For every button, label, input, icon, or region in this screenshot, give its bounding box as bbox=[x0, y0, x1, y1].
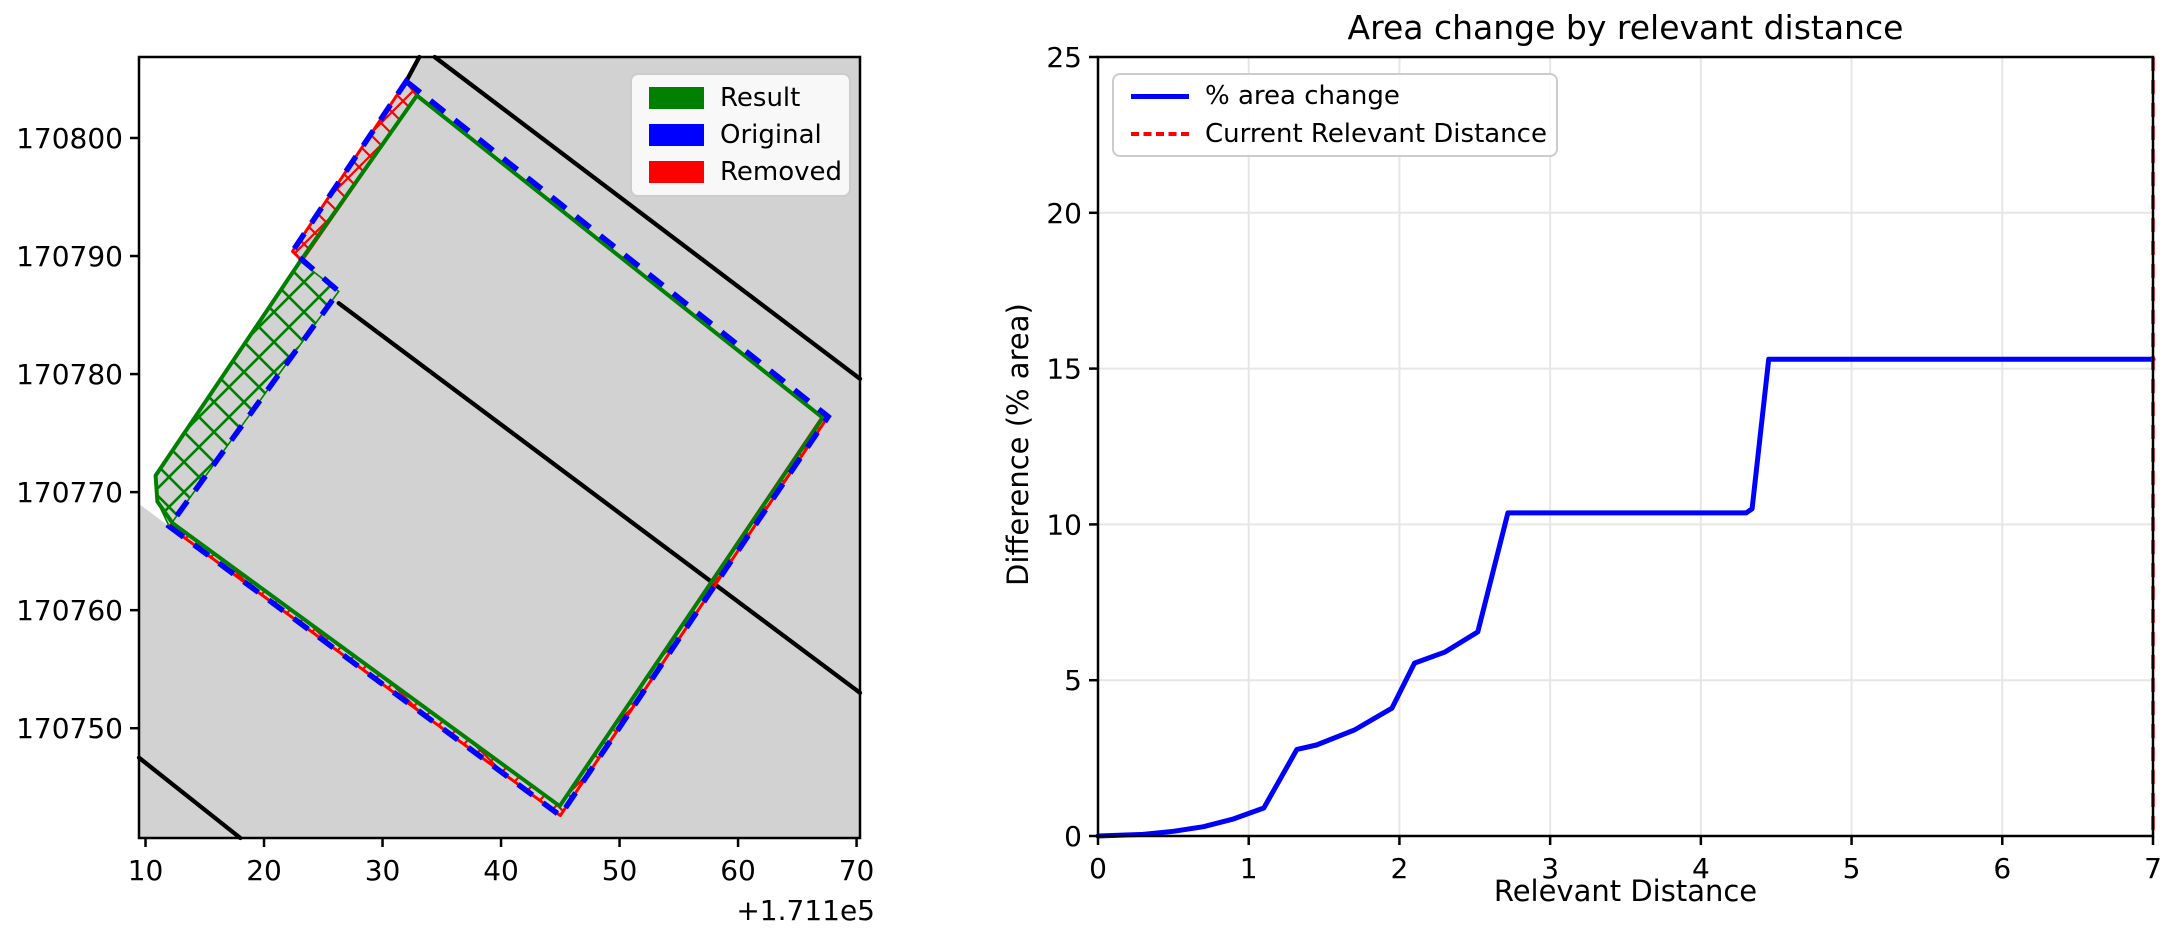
legend-item-current-distance: Current Relevant Distance bbox=[1114, 119, 1556, 149]
parcel-boundary-line bbox=[432, 54, 863, 381]
x-tick-label: 3 bbox=[1541, 852, 1559, 885]
legend-label: Original bbox=[720, 119, 822, 150]
result-color-swatch bbox=[649, 86, 704, 109]
y-tick-label: 170800 bbox=[16, 122, 123, 155]
y-axis-label: Difference (% area) bbox=[1001, 303, 1035, 586]
dashed-line-sample-icon bbox=[1131, 132, 1189, 136]
y-tick-label: 170780 bbox=[16, 358, 123, 391]
y-tick-label: 20 bbox=[1046, 197, 1082, 230]
x-tick-label: 2 bbox=[1391, 852, 1409, 885]
original-color-swatch bbox=[649, 123, 704, 146]
y-tick-label: 25 bbox=[1046, 41, 1082, 74]
x-tick-label: 1 bbox=[1240, 852, 1258, 885]
x-tick-label: 5 bbox=[1843, 852, 1861, 885]
y-tick-label: 15 bbox=[1046, 353, 1082, 386]
chart-title: Area change by relevant distance bbox=[1347, 8, 1904, 47]
chart-legend: % area change Current Relevant Distance bbox=[1112, 73, 1558, 157]
parcel-boundary-line bbox=[136, 755, 243, 841]
x-tick-label: 4 bbox=[1692, 852, 1710, 885]
x-tick-label: 7 bbox=[2144, 852, 2162, 885]
x-tick-label: 60 bbox=[720, 854, 756, 887]
legend-label: Current Relevant Distance bbox=[1205, 119, 1547, 149]
legend-label: Removed bbox=[720, 157, 843, 188]
x-axis-offset-text: +1.711e5 bbox=[736, 894, 875, 927]
x-tick-label: 30 bbox=[365, 854, 401, 887]
axes-frame bbox=[137, 55, 862, 840]
parcel-boundary-line bbox=[404, 54, 422, 84]
removed-color-swatch bbox=[649, 161, 704, 184]
x-tick-label: 50 bbox=[602, 854, 638, 887]
y-tick-label: 170750 bbox=[16, 712, 123, 745]
x-tick-label: 70 bbox=[839, 854, 875, 887]
x-tick-label: 10 bbox=[128, 854, 164, 887]
x-axis-label: Relevant Distance bbox=[1493, 874, 1758, 908]
y-tick-label: 5 bbox=[1064, 664, 1082, 697]
y-tick-label: 170760 bbox=[16, 594, 123, 627]
y-tick-label: 10 bbox=[1046, 508, 1082, 541]
original-polygon bbox=[165, 77, 832, 820]
axes-frame bbox=[1096, 55, 2155, 838]
x-tick-label: 6 bbox=[1993, 852, 2011, 885]
legend-item-area-change: % area change bbox=[1114, 81, 1556, 111]
legend-item-original: Original bbox=[632, 120, 849, 150]
y-tick-label: 170770 bbox=[16, 476, 123, 509]
map-legend: Result Original Removed bbox=[630, 73, 851, 197]
legend-item-result: Result bbox=[632, 83, 849, 113]
area-change-line bbox=[1095, 356, 2156, 839]
legend-label: % area change bbox=[1205, 81, 1400, 111]
x-tick-label: 40 bbox=[483, 854, 519, 887]
line-sample-icon bbox=[1131, 93, 1189, 99]
x-tick-label: 0 bbox=[1089, 852, 1107, 885]
legend-label: Result bbox=[720, 82, 801, 113]
parcel-boundary-line bbox=[336, 301, 863, 695]
legend-item-removed: Removed bbox=[632, 157, 849, 187]
y-tick-label: 170790 bbox=[16, 240, 123, 273]
result-polygon bbox=[153, 92, 826, 809]
area-change-chart: 0 1 2 3 4 5 6 7 0 5 10 15 20 25 bbox=[1046, 41, 2162, 885]
plot-area bbox=[1098, 57, 2153, 836]
y-tick-label: 0 bbox=[1064, 820, 1082, 853]
x-tick-label: 20 bbox=[246, 854, 282, 887]
